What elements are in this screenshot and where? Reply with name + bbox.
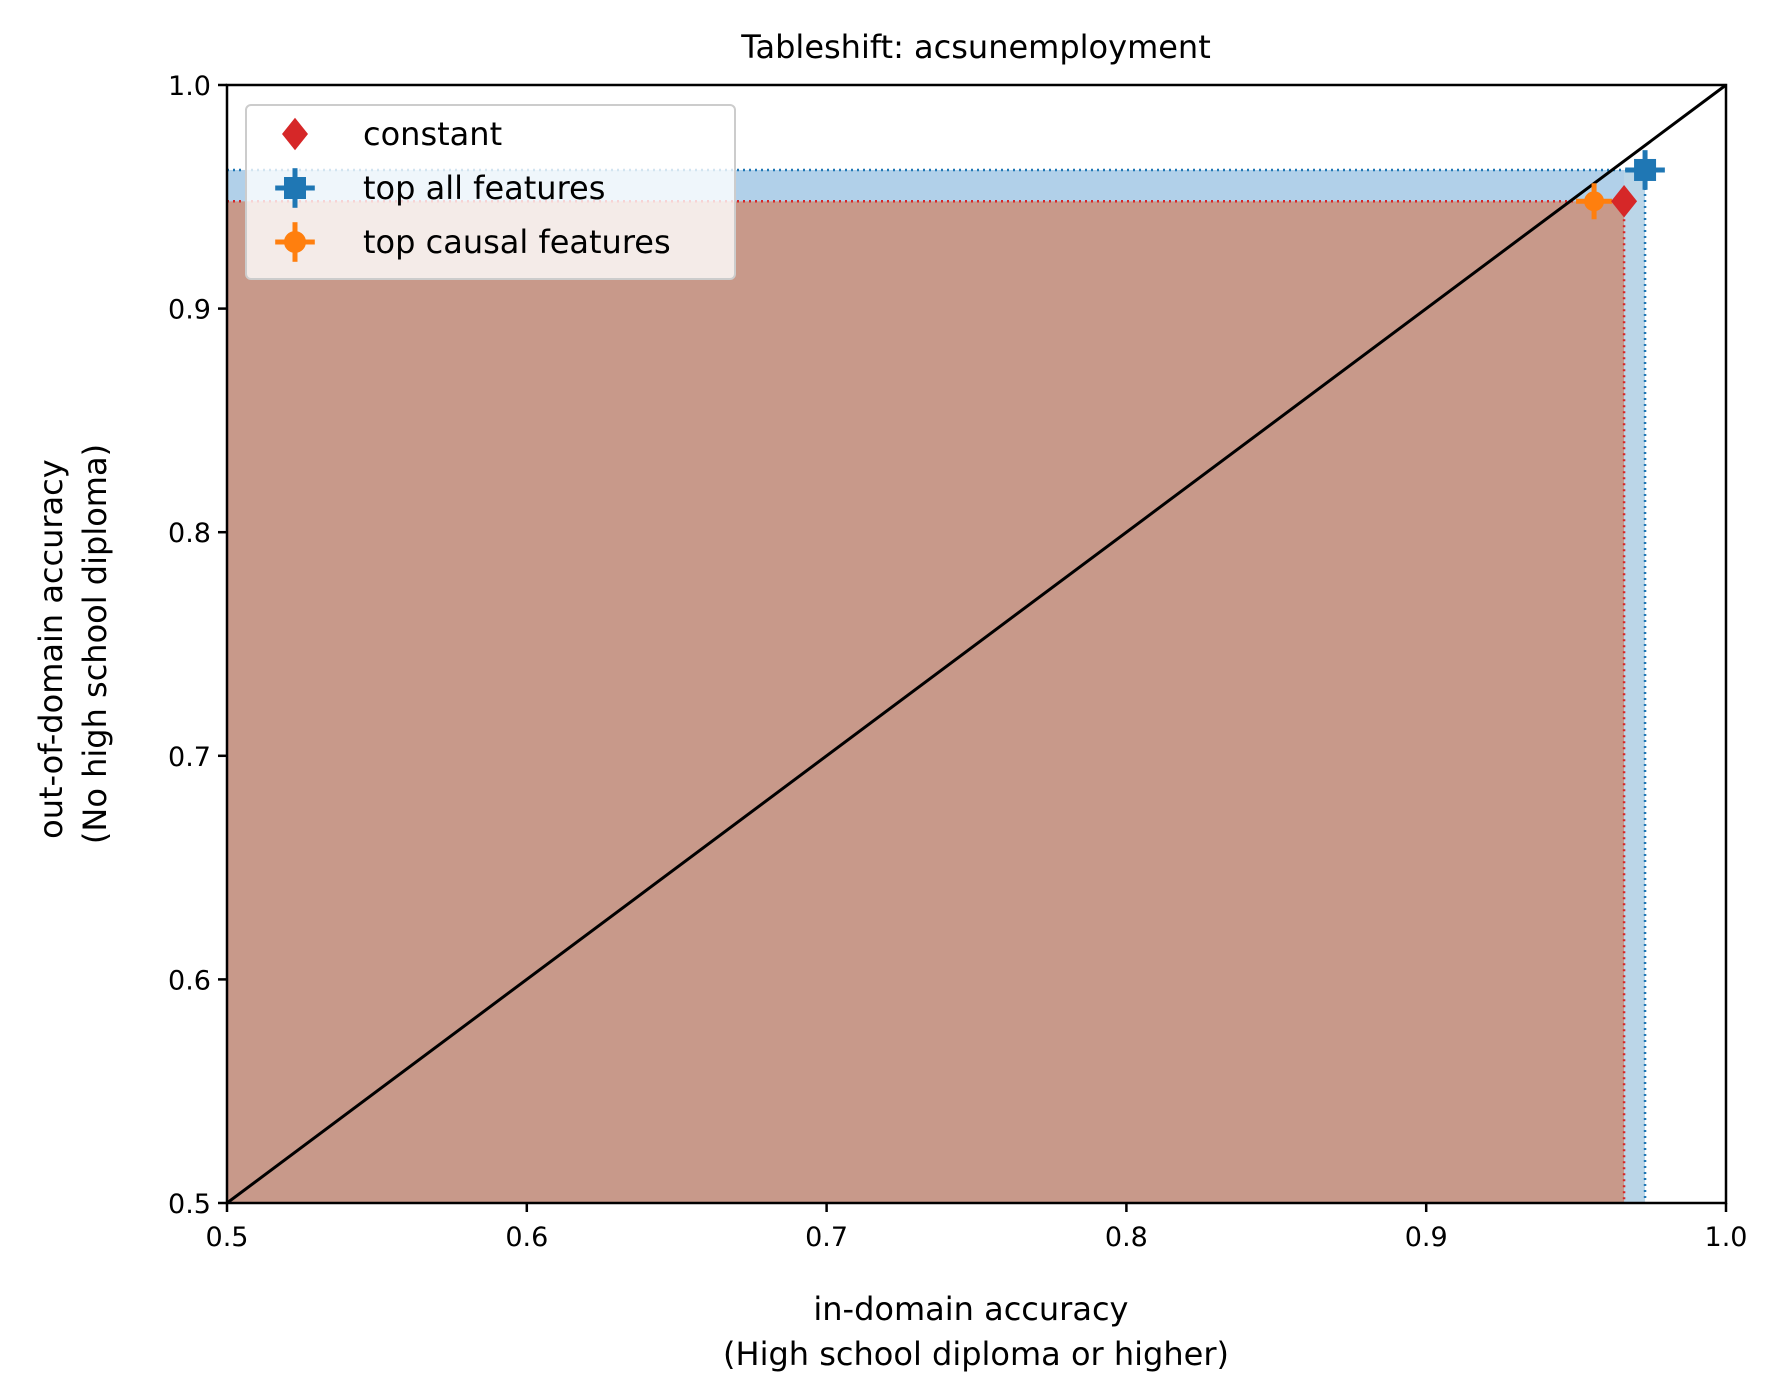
y-axis-label: out-of-domain accuracy (No high school d… bbox=[32, 444, 114, 844]
y-tick-label: 0.8 bbox=[168, 518, 211, 549]
legend-label: top causal features bbox=[363, 223, 671, 261]
x-axis-label: in-domain accuracy (High school diploma … bbox=[723, 1290, 1229, 1373]
marker-top-causal-features bbox=[1576, 183, 1613, 220]
y-tick-label: 0.5 bbox=[168, 1189, 211, 1220]
marker-top-all-features bbox=[1625, 150, 1665, 190]
x-tick-label: 0.9 bbox=[1405, 1222, 1448, 1253]
data-points bbox=[1576, 150, 1665, 220]
marker-square bbox=[1634, 158, 1657, 181]
y-axis-label-line-1: out-of-domain accuracy bbox=[32, 459, 70, 839]
y-tick-label: 0.7 bbox=[168, 742, 211, 773]
legend-box bbox=[245, 104, 736, 280]
shade-constant-causal bbox=[227, 201, 1625, 1203]
x-axis-label-line-2: (High school diploma or higher) bbox=[723, 1335, 1229, 1373]
x-tick-label: 0.7 bbox=[805, 1222, 848, 1253]
y-axis-label-line-2: (No high school diploma) bbox=[76, 444, 114, 844]
x-axis: 0.5 0.6 0.7 0.8 0.9 1.0 bbox=[206, 1203, 1748, 1253]
marker-constant bbox=[282, 117, 308, 151]
x-axis-label-line-1: in-domain accuracy bbox=[813, 1290, 1128, 1328]
y-tick-label: 0.6 bbox=[168, 965, 211, 996]
marker-circle bbox=[1584, 191, 1605, 212]
plot-frame bbox=[225, 83, 1728, 1205]
marker-top-all-features bbox=[275, 168, 315, 208]
marker-circle bbox=[284, 231, 306, 253]
shading-regions bbox=[227, 169, 1646, 1203]
diagonal-line bbox=[226, 83, 1727, 1205]
y-axis: 0.5 0.6 0.7 0.8 0.9 1.0 bbox=[168, 71, 227, 1220]
y-tick-label: 0.9 bbox=[168, 295, 211, 326]
x-tick-label: 0.8 bbox=[1105, 1222, 1148, 1253]
marker-constant bbox=[1611, 185, 1638, 218]
x-tick-label: 0.5 bbox=[206, 1222, 249, 1253]
marker-top-causal-features bbox=[275, 222, 315, 262]
marker-square bbox=[284, 177, 306, 199]
reference-lines bbox=[227, 168, 1647, 1203]
x-tick-label: 0.6 bbox=[505, 1222, 548, 1253]
legend-label: constant bbox=[363, 115, 502, 153]
y-tick-label: 1.0 bbox=[168, 71, 211, 102]
x-tick-label: 1.0 bbox=[1705, 1222, 1748, 1253]
legend-label: top all features bbox=[363, 169, 605, 207]
legend: constant top all features top causal featu… bbox=[245, 104, 736, 280]
chart-title: Tableshift: acsunemployment bbox=[740, 28, 1211, 66]
